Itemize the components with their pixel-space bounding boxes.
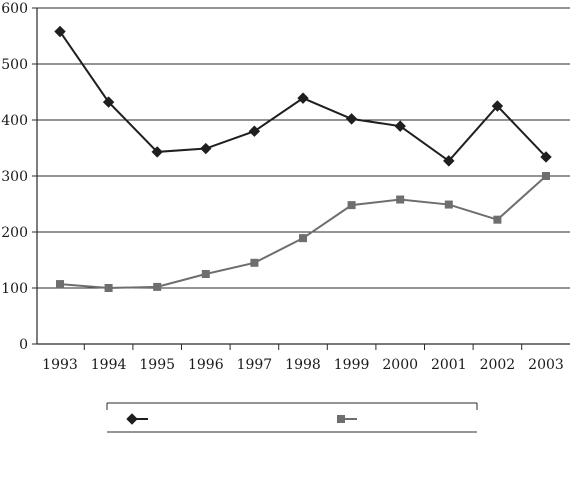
x-tick-label: 2002	[480, 357, 516, 373]
data-point	[56, 280, 64, 289]
data-point	[104, 284, 113, 292]
x-tick-label: 1999	[334, 357, 370, 373]
legend	[106, 402, 478, 433]
y-tick-label: 300	[1, 169, 28, 185]
x-tick-label: 2003	[528, 357, 564, 373]
y-tick-labels: 0 100 200 300 400 500 600	[1, 1, 28, 353]
gridlines	[37, 7, 570, 289]
axes	[32, 7, 570, 350]
data-point	[443, 155, 455, 167]
x-tick-labels: 1993 1994 1995 1996 1997 1998 1999 2000 2001 2002…	[42, 357, 564, 373]
data-point	[493, 215, 502, 224]
data-point	[200, 142, 212, 155]
data-point	[347, 201, 356, 210]
y-tick-label: 100	[1, 281, 28, 297]
data-point	[151, 146, 163, 158]
legend-marker	[126, 413, 138, 425]
data-point	[299, 234, 307, 243]
x-tick-label: 1996	[188, 357, 224, 373]
data-point	[542, 172, 550, 180]
x-tick-label: 2001	[431, 357, 467, 373]
data-point	[248, 125, 261, 137]
legend-entry-1	[126, 413, 148, 425]
data-point	[345, 113, 358, 125]
data-point	[297, 92, 309, 104]
x-tick-label: 1997	[237, 357, 273, 373]
x-tick-label: 1994	[91, 357, 127, 373]
series-2	[56, 172, 550, 292]
data-point	[54, 25, 66, 38]
data-point	[394, 120, 406, 132]
data-point	[102, 96, 115, 108]
data-point	[540, 151, 552, 163]
data-point	[250, 258, 259, 267]
data-point	[153, 282, 162, 291]
x-tick-label: 2000	[382, 357, 418, 373]
x-tick-label: 1995	[139, 357, 175, 373]
x-tick-label: 1993	[42, 357, 78, 373]
data-point	[491, 100, 504, 112]
legend-entry-2	[337, 415, 357, 423]
x-tick-label: 1998	[285, 357, 321, 373]
y-tick-label: 400	[1, 113, 28, 129]
series-lines	[54, 25, 552, 292]
data-point	[201, 270, 210, 278]
y-tick-label: 600	[1, 1, 28, 17]
y-tick-label: 200	[1, 225, 28, 241]
legend-marker	[337, 415, 345, 423]
y-tick-label: 0	[19, 337, 28, 353]
series-1	[54, 25, 552, 167]
y-tick-label: 500	[1, 57, 28, 73]
data-point	[396, 195, 405, 204]
data-point	[444, 200, 453, 209]
